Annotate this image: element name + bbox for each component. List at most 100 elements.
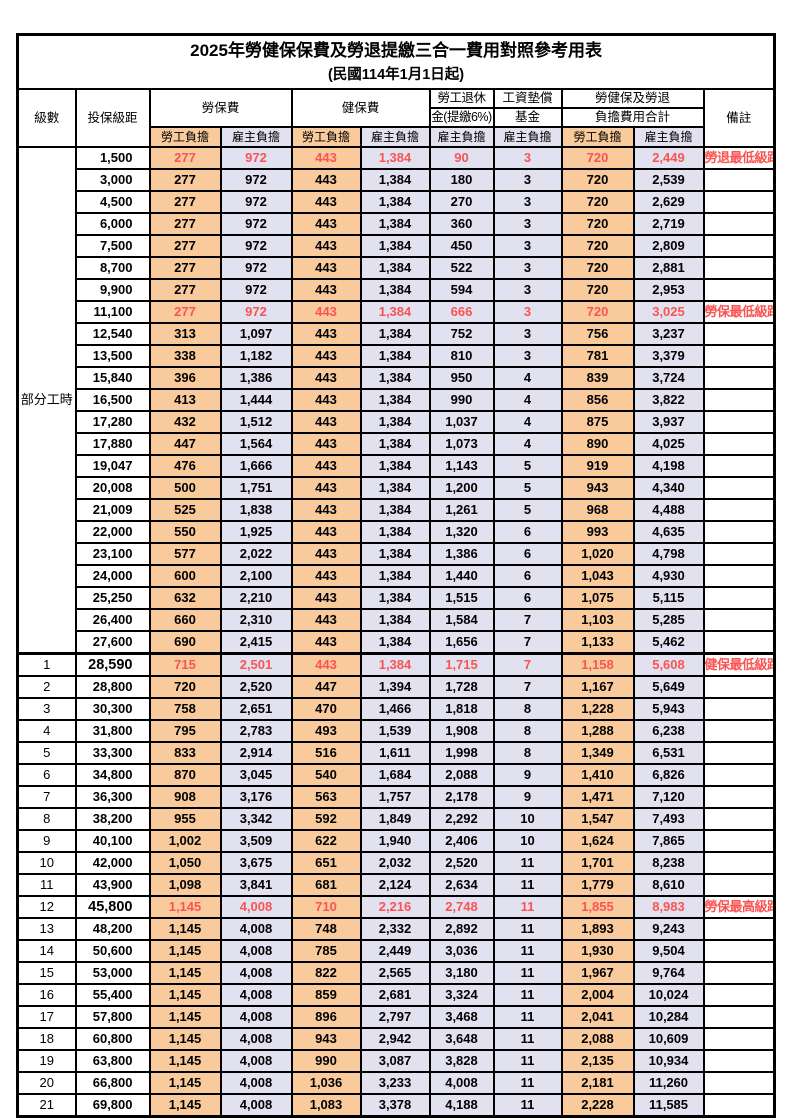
value-cell-health-employee: 859 — [290, 983, 362, 1007]
value-cell-wage-fund-employer: 3 — [492, 234, 563, 258]
table-row: 10 42,000 1,050 3,675 651 2,032 2,520 11 1,701 8,… — [16, 851, 776, 875]
value-cell-health-employee: 443 — [290, 344, 362, 368]
remark-cell — [702, 961, 776, 985]
value-cell-pension-employer: 1,908 — [428, 719, 495, 743]
value-cell-health-employer: 1,384 — [359, 586, 431, 610]
value-cell-labor-employer: 1,838 — [219, 498, 293, 522]
value-cell-health-employer: 1,611 — [359, 741, 431, 765]
value-cell-wage-fund-employer: 3 — [492, 212, 563, 236]
bracket-cell: 21,009 — [74, 498, 151, 522]
value-cell-health-employer: 1,384 — [359, 542, 431, 566]
value-cell-total-employer: 5,115 — [632, 586, 705, 610]
subheader-labor-employee: 勞工負擔 — [148, 126, 222, 148]
bracket-cell: 48,200 — [74, 917, 151, 941]
bracket-cell: 57,800 — [74, 1005, 151, 1029]
value-cell-wage-fund-employer: 11 — [492, 873, 563, 897]
value-cell-health-employee: 822 — [290, 961, 362, 985]
bracket-cell: 17,880 — [74, 432, 151, 456]
value-cell-total-employee: 2,088 — [560, 1027, 635, 1051]
bracket-cell: 19,047 — [74, 454, 151, 478]
remark-cell: 勞保最高級距 — [702, 895, 776, 919]
table-row: 26,400 660 2,310 443 1,384 1,584 7 1,103 5,285 — [18, 608, 776, 632]
value-cell-labor-employer: 3,176 — [219, 785, 293, 809]
value-cell-total-employee: 1,020 — [560, 542, 635, 566]
value-cell-health-employee: 443 — [290, 454, 362, 478]
value-cell-health-employee: 443 — [290, 520, 362, 544]
value-cell-health-employer: 1,384 — [359, 212, 431, 236]
value-cell-total-employee: 1,228 — [560, 697, 635, 721]
value-cell-total-employer: 2,881 — [632, 256, 705, 280]
value-cell-total-employer: 4,930 — [632, 564, 705, 588]
value-cell-total-employer: 2,953 — [632, 278, 705, 302]
value-cell-labor-employee: 550 — [148, 520, 222, 544]
value-cell-health-employer: 1,384 — [359, 146, 431, 170]
remark-cell — [702, 278, 776, 302]
level-cell: 11 — [16, 873, 77, 897]
value-cell-labor-employee: 1,145 — [148, 961, 222, 985]
level-cell: 8 — [16, 807, 77, 831]
subheader-health-employer: 雇主負擔 — [359, 126, 431, 148]
value-cell-total-employee: 943 — [560, 476, 635, 500]
value-cell-labor-employee: 1,145 — [148, 895, 222, 919]
value-cell-labor-employer: 1,182 — [219, 344, 293, 368]
bracket-cell: 28,590 — [74, 652, 151, 677]
value-cell-health-employer: 1,384 — [359, 630, 431, 655]
fee-comparison-table: 2025年勞健保保費及勞退提繳三合一費用對照參考用表 (民國114年1月1日起)… — [16, 33, 777, 1118]
value-cell-pension-employer: 2,406 — [428, 829, 495, 853]
value-cell-total-employer: 4,340 — [632, 476, 705, 500]
remark-cell — [702, 432, 776, 456]
value-cell-pension-employer: 1,143 — [428, 454, 495, 478]
level-cell: 12 — [16, 895, 77, 919]
header-labor-insurance: 勞保費 — [148, 88, 293, 128]
remark-cell — [702, 586, 776, 610]
bracket-cell: 13,500 — [74, 344, 151, 368]
value-cell-pension-employer: 810 — [428, 344, 495, 368]
remark-cell — [702, 719, 776, 743]
table-row: 9 40,100 1,002 3,509 622 1,940 2,406 10 1,624 7,8… — [16, 829, 776, 853]
bracket-cell: 16,500 — [74, 388, 151, 412]
value-cell-labor-employee: 715 — [148, 652, 222, 677]
value-cell-health-employee: 443 — [290, 168, 362, 192]
remark-cell — [702, 1027, 776, 1051]
value-cell-pension-employer: 180 — [428, 168, 495, 192]
value-cell-health-employee: 785 — [290, 939, 362, 963]
value-cell-total-employer: 3,724 — [632, 366, 705, 390]
value-cell-labor-employee: 277 — [148, 168, 222, 192]
value-cell-wage-fund-employer: 6 — [492, 586, 563, 610]
value-cell-wage-fund-employer: 4 — [492, 432, 563, 456]
value-cell-health-employee: 447 — [290, 675, 362, 699]
bracket-cell: 8,700 — [74, 256, 151, 280]
value-cell-wage-fund-employer: 11 — [492, 1071, 563, 1095]
value-cell-wage-fund-employer: 3 — [492, 278, 563, 302]
value-cell-labor-employer: 4,008 — [219, 895, 293, 919]
remark-cell — [702, 388, 776, 412]
value-cell-pension-employer: 1,998 — [428, 741, 495, 765]
value-cell-health-employee: 443 — [290, 256, 362, 280]
value-cell-total-employee: 1,043 — [560, 564, 635, 588]
remark-cell — [702, 763, 776, 787]
bracket-cell: 9,900 — [74, 278, 151, 302]
value-cell-labor-employer: 1,666 — [219, 454, 293, 478]
value-cell-health-employer: 1,384 — [359, 652, 431, 677]
value-cell-health-employer: 1,757 — [359, 785, 431, 809]
table-row: 1 28,590 715 2,501 443 1,384 1,715 7 1,158 5,608 健… — [16, 652, 776, 677]
value-cell-total-employee: 1,930 — [560, 939, 635, 963]
value-cell-labor-employee: 600 — [148, 564, 222, 588]
bracket-cell: 15,840 — [74, 366, 151, 390]
value-cell-pension-employer: 1,584 — [428, 608, 495, 632]
level-cell: 6 — [16, 763, 77, 787]
value-cell-labor-employee: 870 — [148, 763, 222, 787]
value-cell-total-employee: 1,471 — [560, 785, 635, 809]
value-cell-labor-employer: 4,008 — [219, 1049, 293, 1073]
value-cell-health-employee: 443 — [290, 432, 362, 456]
value-cell-total-employer: 8,238 — [632, 851, 705, 875]
remark-cell — [702, 564, 776, 588]
value-cell-total-employer: 5,608 — [632, 652, 705, 677]
value-cell-pension-employer: 522 — [428, 256, 495, 280]
value-cell-labor-employee: 1,145 — [148, 983, 222, 1007]
level-cell: 19 — [16, 1049, 77, 1073]
remark-cell — [702, 498, 776, 522]
table-row: 23,100 577 2,022 443 1,384 1,386 6 1,020 4,798 — [18, 542, 776, 566]
value-cell-health-employee: 681 — [290, 873, 362, 897]
value-cell-health-employer: 1,384 — [359, 564, 431, 588]
